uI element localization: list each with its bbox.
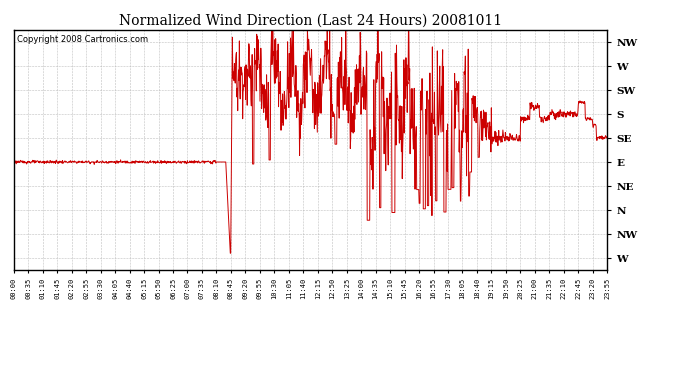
Text: Copyright 2008 Cartronics.com: Copyright 2008 Cartronics.com <box>17 35 148 44</box>
Title: Normalized Wind Direction (Last 24 Hours) 20081011: Normalized Wind Direction (Last 24 Hours… <box>119 13 502 27</box>
